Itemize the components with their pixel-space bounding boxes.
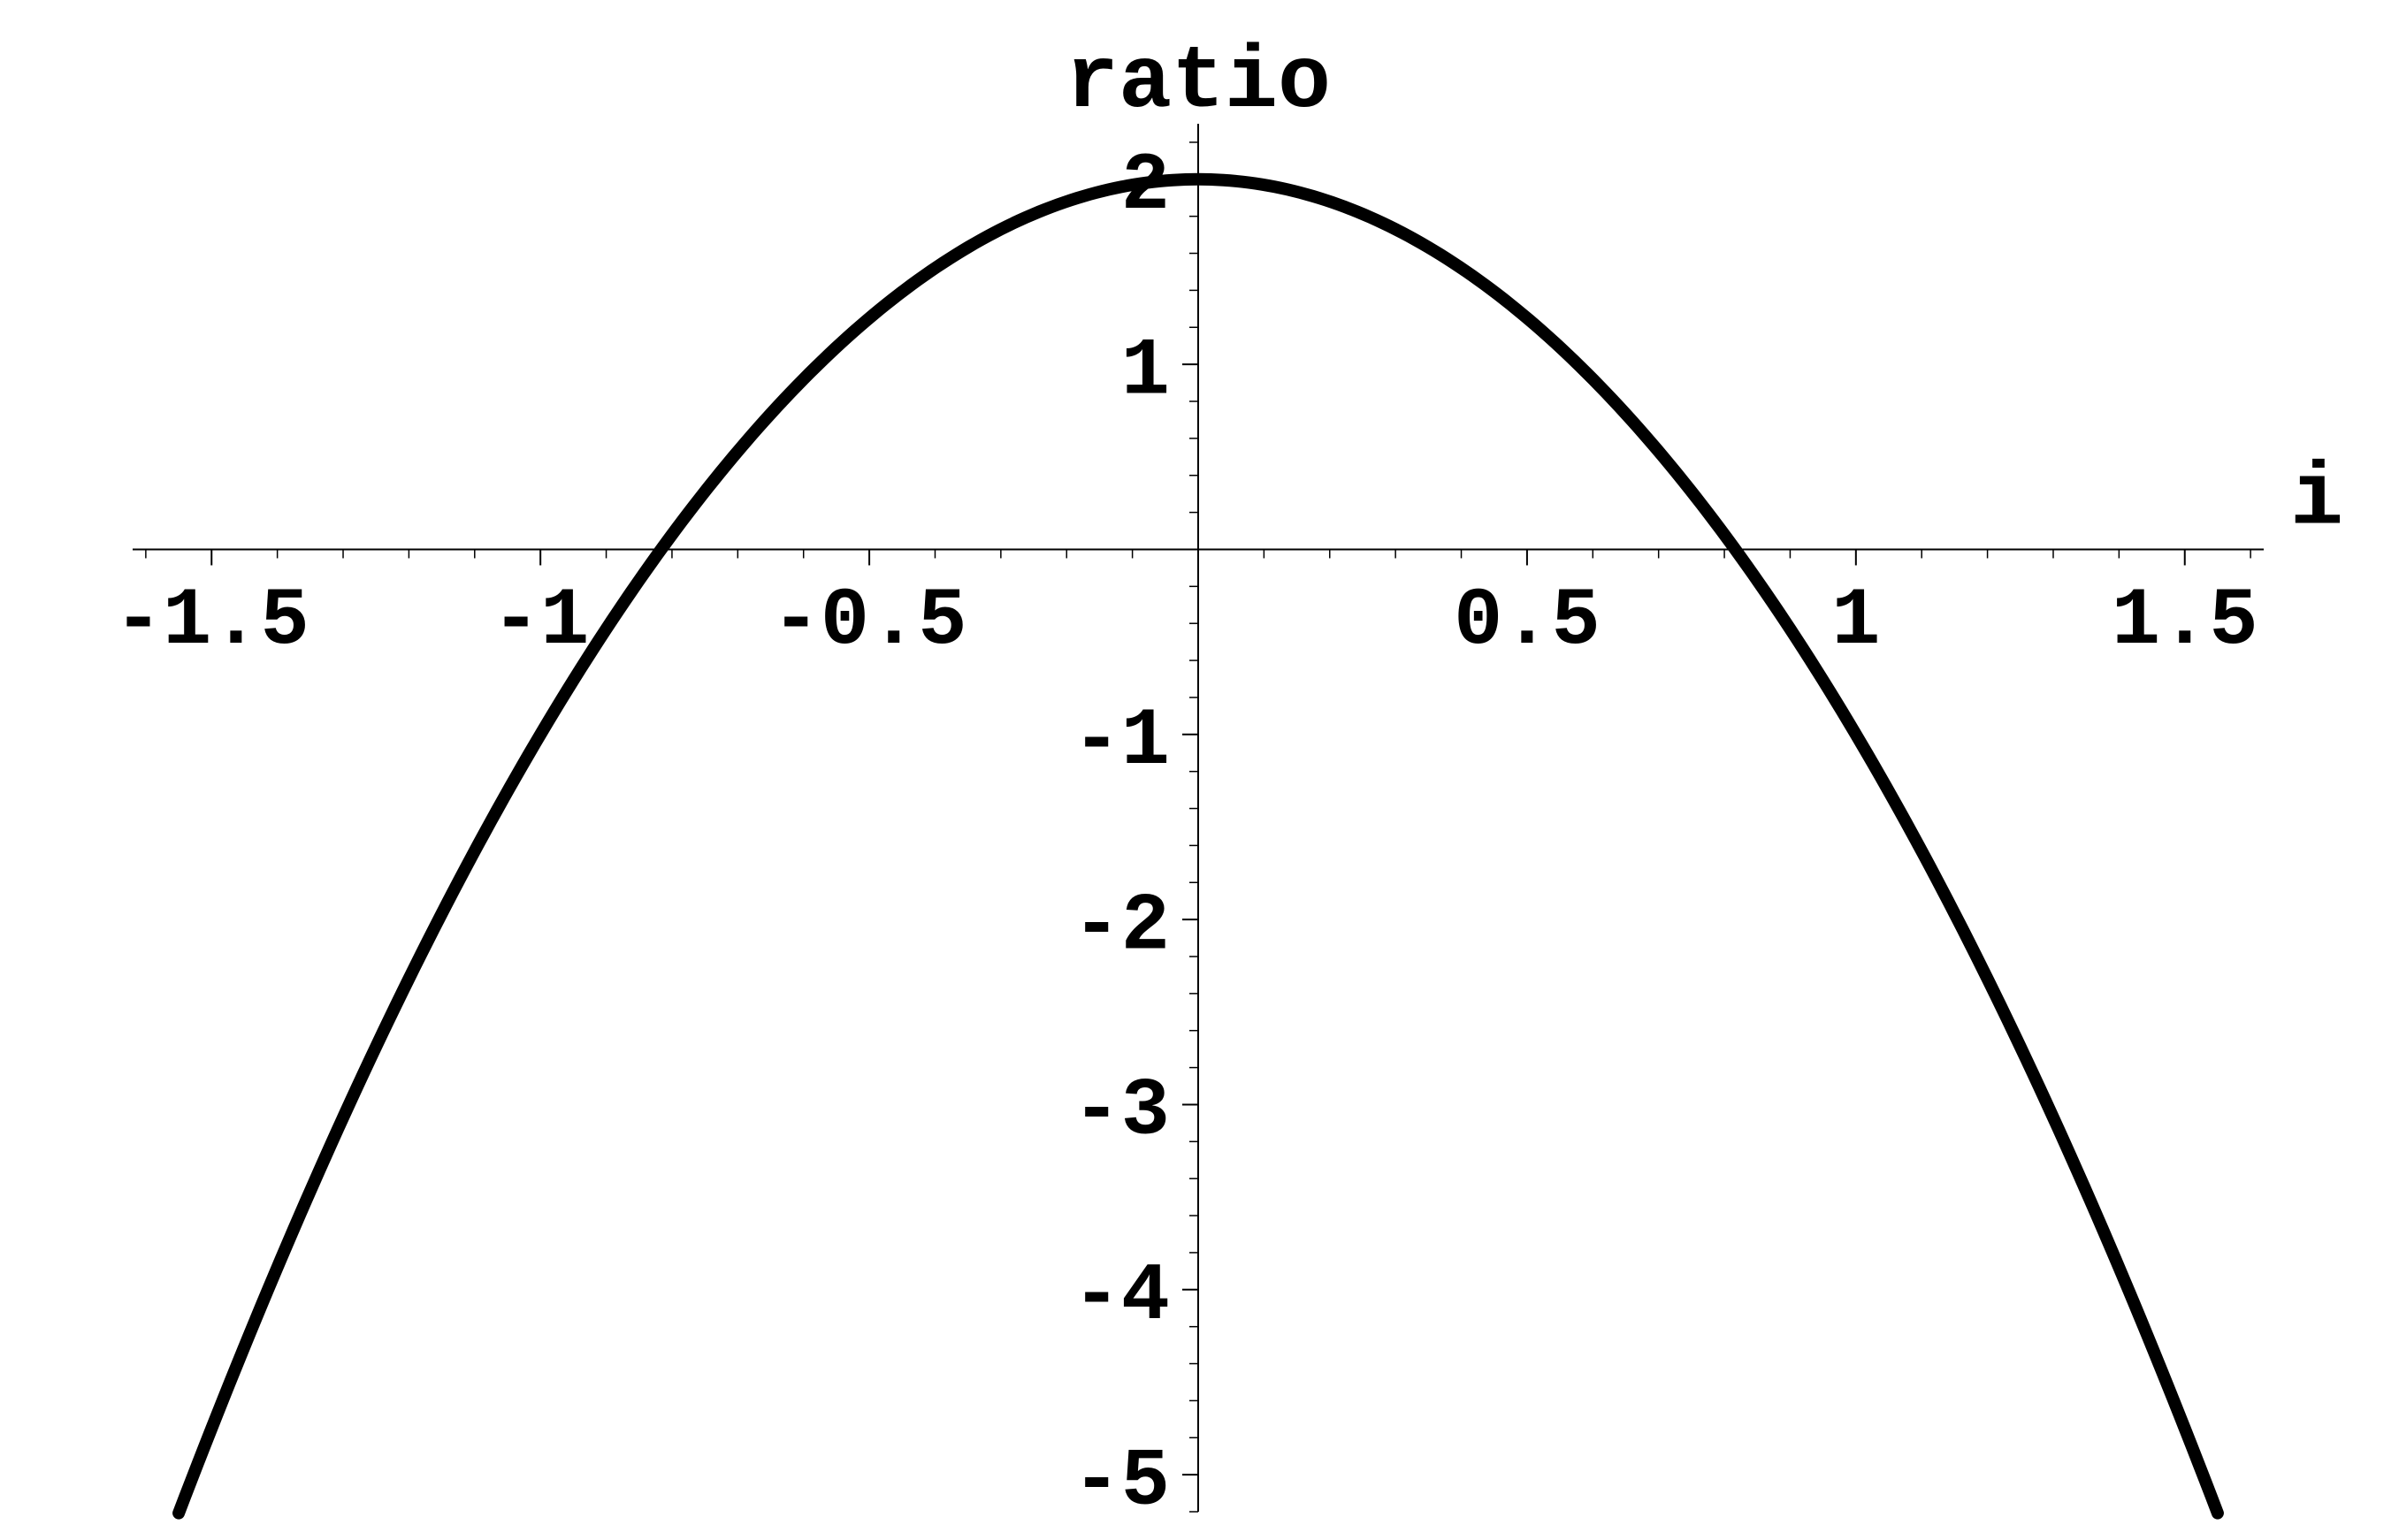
chart-svg: -1.5-1-0.50.511.521-1-2-3-4-5ratioi <box>0 0 2399 1540</box>
x-tick-label: -0.5 <box>772 575 967 667</box>
x-tick-label: 1.5 <box>2112 575 2258 667</box>
x-tick-label: -1.5 <box>114 575 309 667</box>
x-axis-label: i <box>2290 450 2343 550</box>
y-tick-label: 1 <box>1121 324 1170 417</box>
ratio-chart: -1.5-1-0.50.511.521-1-2-3-4-5ratioi <box>0 0 2399 1540</box>
y-tick-label: -3 <box>1073 1065 1170 1158</box>
y-axis-label: ratio <box>1066 34 1331 133</box>
x-tick-label: -1 <box>492 575 589 667</box>
y-tick-label: -5 <box>1073 1435 1170 1528</box>
x-tick-label: 1 <box>1831 575 1880 667</box>
y-tick-label: -2 <box>1073 880 1170 972</box>
x-tick-label: 0.5 <box>1454 575 1601 667</box>
y-tick-label: -1 <box>1073 695 1170 788</box>
y-tick-label: -4 <box>1073 1250 1170 1343</box>
